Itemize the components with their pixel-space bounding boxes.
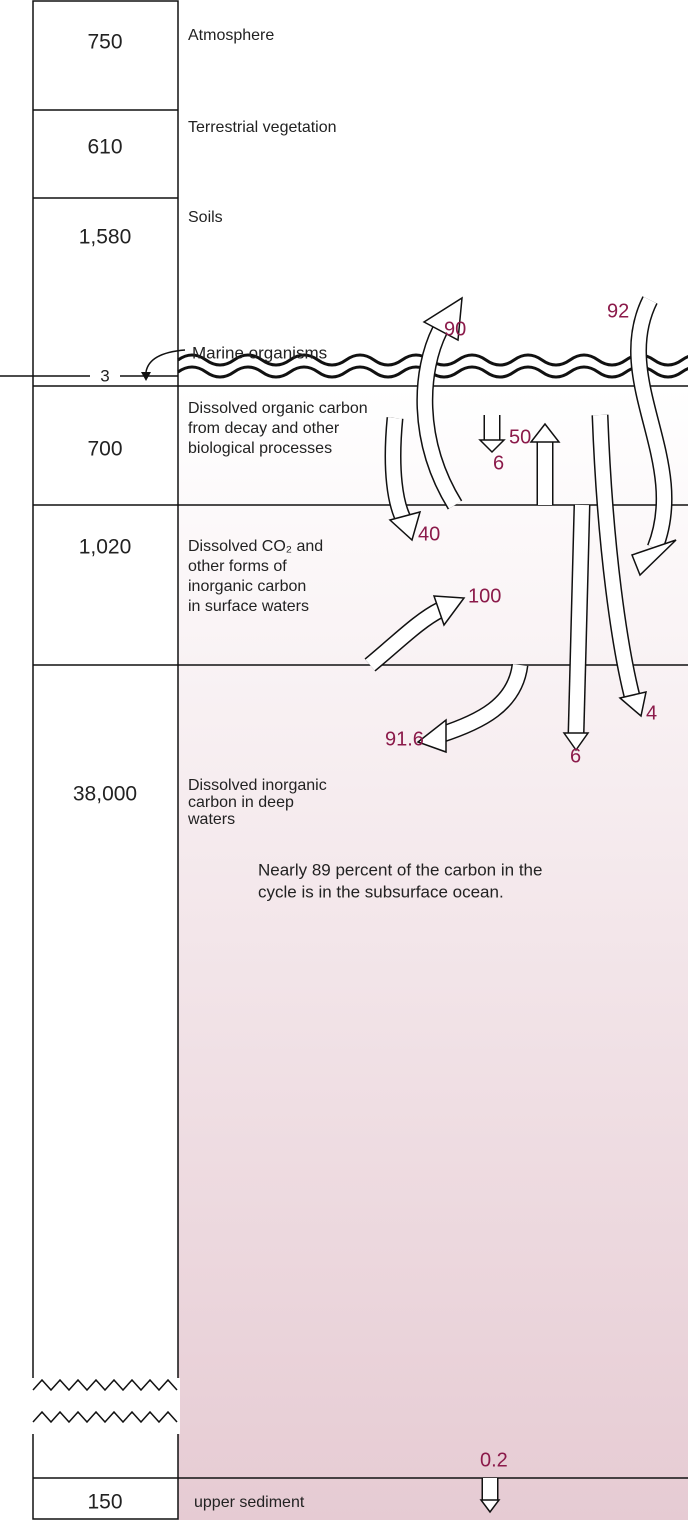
flow: 4: [646, 702, 657, 724]
flow: 0.2: [480, 1449, 508, 1471]
label: Atmosphere: [188, 27, 274, 44]
label: carbon in deep: [188, 794, 294, 811]
flow: 6: [570, 745, 581, 767]
label: Marine organisms: [192, 343, 327, 362]
label: Dissolved CO₂ and: [188, 538, 323, 555]
label: from decay and other: [188, 420, 340, 437]
flow: 91.6: [385, 728, 424, 750]
label: Dissolved organic carbon: [188, 400, 368, 417]
value: 38,000: [73, 783, 137, 806]
value: 610: [87, 136, 122, 159]
label: other forms of: [188, 558, 287, 575]
note-line: cycle is in the subsurface ocean.: [258, 882, 504, 901]
value: 1,580: [79, 226, 132, 249]
label: inorganic carbon: [188, 578, 306, 595]
flow: 90: [444, 318, 466, 340]
label: biological processes: [188, 440, 332, 457]
carbon-diagram: 750 610 1,580 3 700 1,020 38,000 150 Atm…: [0, 0, 688, 1520]
label: Soils: [188, 209, 223, 226]
label: Dissolved inorganic: [188, 777, 327, 794]
flow: 92: [607, 300, 629, 322]
label: upper sediment: [194, 1494, 305, 1511]
value: 150: [87, 1491, 122, 1514]
reservoir-values: 750 610 1,580 3 700 1,020 38,000 150: [73, 31, 137, 1514]
value: 750: [87, 31, 122, 54]
label: Terrestrial vegetation: [188, 119, 337, 136]
flow: 100: [468, 585, 501, 607]
value: 1,020: [79, 536, 132, 559]
note-line: Nearly 89 percent of the carbon in the: [258, 860, 542, 879]
label: waters: [187, 811, 235, 828]
flow: 40: [418, 523, 440, 545]
label: in surface waters: [188, 598, 309, 615]
page: {"reservoirs": [ {"value": "750", "label…: [0, 0, 688, 1520]
value: 700: [87, 438, 122, 461]
flow: 50: [509, 426, 531, 448]
value: 3: [100, 366, 109, 385]
flow: 6: [493, 452, 504, 474]
